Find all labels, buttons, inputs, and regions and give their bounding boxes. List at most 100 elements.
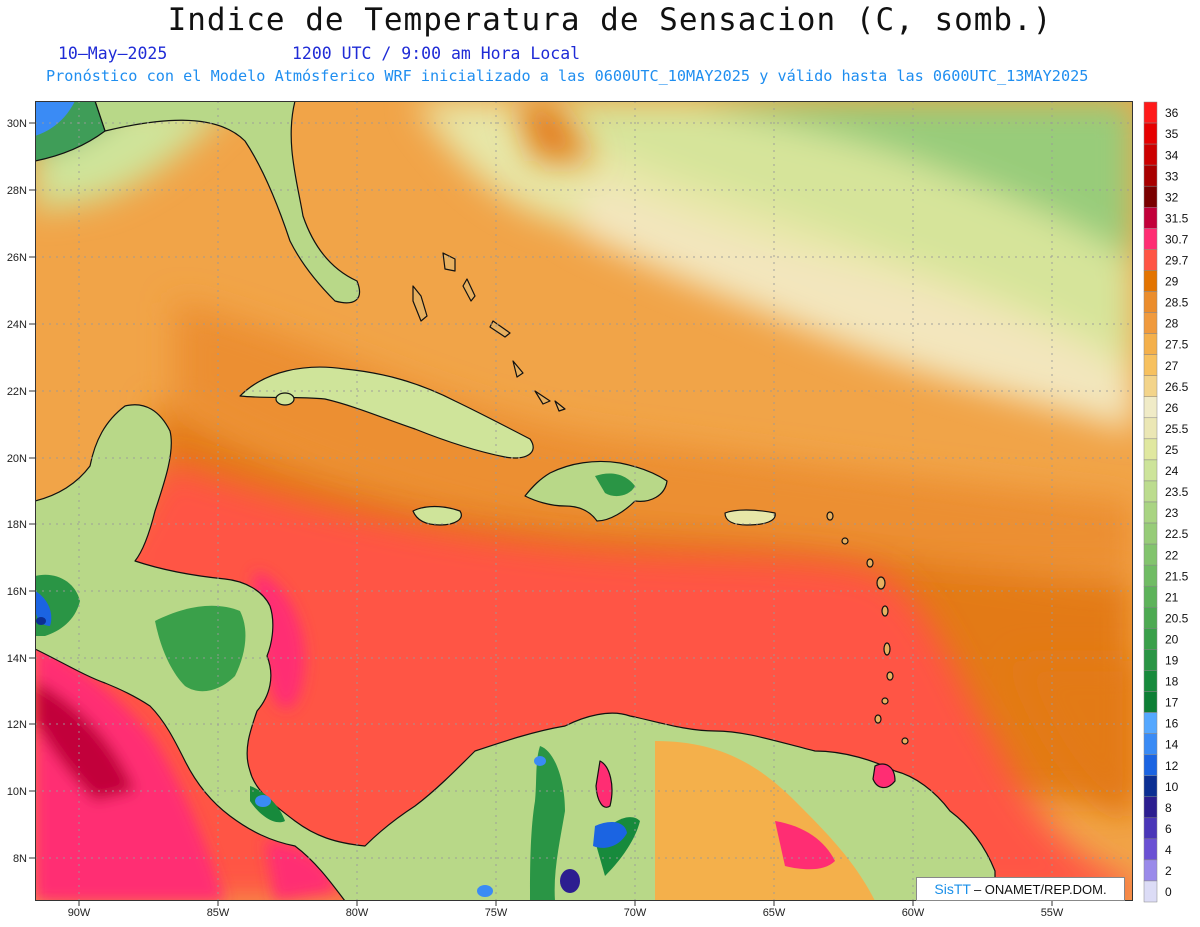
colorbar-swatch bbox=[1143, 333, 1158, 355]
forecast-validity: Pronóstico con el Modelo Atmósferico WRF… bbox=[46, 67, 1089, 85]
land-masses bbox=[35, 101, 996, 901]
map-frame bbox=[35, 101, 1133, 901]
colorbar-label: 25.5 bbox=[1165, 422, 1189, 436]
colorbar-label: 36 bbox=[1165, 106, 1179, 120]
colorbar-swatch bbox=[1143, 375, 1158, 397]
lon-tick-label: 60W bbox=[902, 907, 925, 919]
colorbar-swatch bbox=[1143, 564, 1158, 587]
trinidad bbox=[872, 763, 896, 789]
lat-tick-label: 22N bbox=[7, 386, 27, 398]
colorbar-label: 20 bbox=[1165, 632, 1179, 646]
cool-air-field bbox=[35, 101, 1133, 431]
isla-juventud bbox=[275, 392, 295, 406]
colorbar-swatch bbox=[1143, 649, 1158, 671]
lon-tick-label: 65W bbox=[763, 907, 786, 919]
colorbar-label: 20.5 bbox=[1165, 611, 1189, 625]
sistt-logo: SisTT bbox=[934, 881, 971, 897]
lat-tick-label: 14N bbox=[7, 653, 27, 665]
lesser-antilles bbox=[826, 511, 909, 745]
colorbar-label: 22.5 bbox=[1165, 527, 1189, 541]
colorbar-label: 4 bbox=[1165, 843, 1172, 857]
colorbar-label: 34 bbox=[1165, 148, 1179, 162]
colorbar-label: 28.5 bbox=[1165, 296, 1189, 310]
colorbar-label: 21.5 bbox=[1165, 569, 1189, 583]
colorbar-swatch bbox=[1143, 185, 1158, 208]
forecast-date: 10–May–2025 bbox=[58, 44, 168, 63]
colorbar-label: 10 bbox=[1165, 780, 1179, 794]
colorbar-label: 32 bbox=[1165, 190, 1179, 204]
lon-tick-label: 85W bbox=[207, 907, 230, 919]
colorbar-label: 27.5 bbox=[1165, 338, 1189, 352]
cuba bbox=[239, 366, 534, 459]
colorbar-swatch bbox=[1143, 838, 1158, 861]
colorbar-label: 29.7 bbox=[1165, 254, 1189, 268]
puerto-rico bbox=[724, 509, 776, 526]
colorbar-label: 21 bbox=[1165, 590, 1179, 604]
andes-green bbox=[530, 746, 565, 901]
colorbar-swatch bbox=[1143, 754, 1158, 776]
lon-tick-label: 75W bbox=[485, 907, 508, 919]
colorbar-swatch bbox=[1143, 417, 1158, 440]
bahamas bbox=[412, 252, 566, 412]
lat-tick-label: 8N bbox=[13, 853, 27, 865]
lon-tick-label: 80W bbox=[346, 907, 369, 919]
colorbar-swatch bbox=[1143, 354, 1158, 376]
lon-tick-label: 90W bbox=[68, 907, 91, 919]
colorbar-label: 33 bbox=[1165, 169, 1179, 183]
colorbar-label: 30.7 bbox=[1165, 232, 1189, 246]
hispaniola-highlands bbox=[595, 473, 635, 497]
map-title: Indice de Temperatura de Sensacion (C, s… bbox=[167, 2, 1053, 38]
forecast-time: 1200 UTC / 9:00 am Hora Local bbox=[292, 44, 581, 63]
colorbar-label: 23.5 bbox=[1165, 485, 1189, 499]
colorbar-swatch bbox=[1143, 101, 1158, 124]
colorbar-swatch bbox=[1143, 543, 1158, 566]
colorbar-label: 31.5 bbox=[1165, 211, 1189, 225]
colorbar-swatch bbox=[1143, 438, 1158, 461]
lat-tick-label: 24N bbox=[7, 319, 27, 331]
colorbar-swatch bbox=[1143, 628, 1158, 650]
lake-maracaibo bbox=[595, 760, 613, 808]
lat-tick-label: 12N bbox=[7, 719, 27, 731]
colorbar-label: 23 bbox=[1165, 506, 1179, 520]
colorbar-swatch bbox=[1143, 817, 1158, 840]
colorbar-label: 0 bbox=[1165, 885, 1172, 899]
colorbar-swatch bbox=[1143, 122, 1158, 145]
colorbar-swatch bbox=[1143, 207, 1158, 229]
colorbar-label: 27 bbox=[1165, 359, 1179, 373]
florida-peninsula bbox=[94, 101, 361, 304]
colorbar-label: 17 bbox=[1165, 696, 1179, 710]
colorbar-swatch bbox=[1143, 691, 1158, 713]
colorbar-label: 8 bbox=[1165, 801, 1172, 815]
colorbar-swatch bbox=[1143, 228, 1158, 250]
colorbar-swatch bbox=[1143, 249, 1158, 271]
color-scale-legend: 363534333231.530.729.72928.52827.52726.5… bbox=[1143, 101, 1189, 903]
jamaica bbox=[412, 505, 462, 526]
heat-index-map bbox=[35, 101, 1133, 901]
colorbar-swatch bbox=[1143, 270, 1158, 292]
lat-lon-gridlines bbox=[35, 101, 1133, 901]
colorbar-swatch bbox=[1143, 670, 1158, 692]
colorbar-label: 18 bbox=[1165, 675, 1179, 689]
mosquitia-green bbox=[155, 605, 246, 692]
credit-box: SisTT – ONAMET/REP.DOM. bbox=[916, 877, 1125, 901]
colorbar-label: 16 bbox=[1165, 717, 1179, 731]
colorbar-label: 22 bbox=[1165, 548, 1179, 562]
colorbar-label: 25 bbox=[1165, 443, 1179, 457]
lon-tick-label: 55W bbox=[1041, 907, 1064, 919]
colorbar-swatch bbox=[1143, 396, 1158, 419]
colorbar-label: 29 bbox=[1165, 275, 1179, 289]
colorbar-swatch bbox=[1143, 796, 1158, 819]
colorbar-swatch bbox=[1143, 164, 1158, 187]
colorbar-swatch bbox=[1143, 607, 1158, 629]
colorbar-swatch bbox=[1143, 712, 1158, 734]
lat-tick-label: 10N bbox=[7, 786, 27, 798]
colorbar-swatch bbox=[1143, 143, 1158, 166]
colorbar-label: 24 bbox=[1165, 464, 1179, 478]
colorbar-label: 6 bbox=[1165, 822, 1172, 836]
lon-tick-label: 70W bbox=[624, 907, 647, 919]
colorbar-swatch bbox=[1143, 859, 1158, 882]
credit-text: – ONAMET/REP.DOM. bbox=[973, 881, 1107, 897]
colorbar-swatch bbox=[1143, 459, 1158, 482]
lat-tick-label: 30N bbox=[7, 118, 27, 130]
colorbar-label: 19 bbox=[1165, 654, 1179, 668]
